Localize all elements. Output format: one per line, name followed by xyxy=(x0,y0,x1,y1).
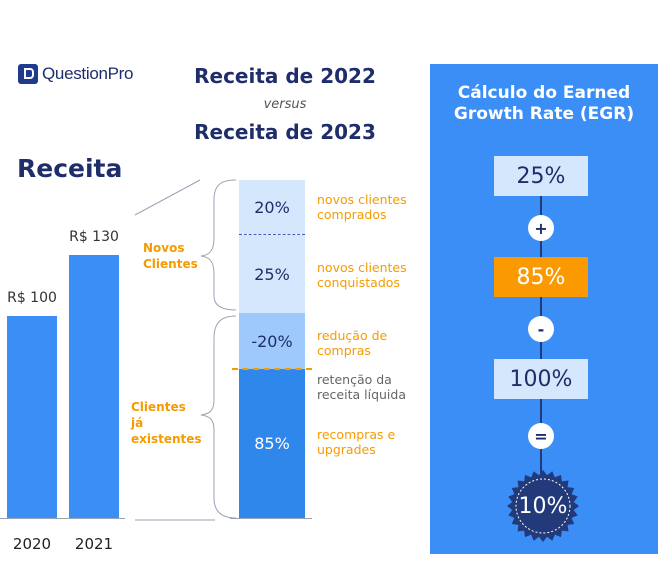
equals-operator: = xyxy=(528,423,554,449)
segment-reducao-compras: -20% xyxy=(239,313,305,369)
minus-operator: - xyxy=(528,316,554,342)
egr-value-baseline: 100% xyxy=(494,359,588,399)
bar-value-label: R$ 130 xyxy=(69,229,119,246)
segment-label: 85% xyxy=(254,434,290,453)
connector-lines xyxy=(134,179,215,521)
plus-operator: + xyxy=(528,215,554,241)
annotation-novos-conquistados: novos clientes conquistados xyxy=(317,260,407,290)
egr-result-label: 10% xyxy=(518,493,568,519)
section-title: Receita xyxy=(17,154,123,183)
egr-value-label: 85% xyxy=(516,264,566,290)
retention-marker-line xyxy=(232,368,312,370)
group-braces xyxy=(200,179,237,519)
egr-value-new-customers: 25% xyxy=(494,156,588,196)
egr-panel-title: Cálculo do Earned Growth Rate (EGR) xyxy=(453,83,635,124)
group-label-novos-clientes: Novos Clientes xyxy=(143,241,198,271)
egr-value-label: 100% xyxy=(509,366,573,392)
title-2023: Receita de 2023 xyxy=(194,120,376,144)
versus-label: versus xyxy=(263,97,307,112)
segment-novos-conquistados: 25% xyxy=(239,235,305,313)
x-tick-label: 2021 xyxy=(74,535,114,553)
operator-label: + xyxy=(534,218,548,238)
stacked-bar-baseline xyxy=(230,518,312,519)
operator-label: = xyxy=(534,426,548,446)
egr-value-repurchase: 85% xyxy=(494,257,588,297)
annotation-recompras: recompras e upgrades xyxy=(317,427,396,457)
logo-text: QuestionPro xyxy=(42,64,134,83)
segment-label: 25% xyxy=(254,264,290,284)
segment-divider xyxy=(239,234,305,235)
bar-chart-baseline xyxy=(0,518,125,519)
annotation-reducao-compras: redução de compras xyxy=(317,328,388,358)
egr-result: 10% xyxy=(505,468,581,544)
group-label-clientes-existentes: Clientes já existentes xyxy=(131,400,202,446)
result-seal-badge xyxy=(507,470,579,542)
stacked-bar: 20% 25% -20% 85% xyxy=(239,180,305,518)
x-tick-label: 2020 xyxy=(12,535,52,553)
bar-2021 xyxy=(69,255,119,518)
bar-value-label: R$ 100 xyxy=(7,290,57,306)
bar-2020 xyxy=(7,316,57,518)
operator-label: - xyxy=(537,319,545,339)
annotation-novos-comprados: novos clientes comprados xyxy=(317,192,407,222)
egr-value-label: 25% xyxy=(516,163,566,189)
segment-label: 20% xyxy=(254,197,290,217)
segment-label: -20% xyxy=(251,331,293,351)
questionpro-logo: QuestionPro xyxy=(18,63,134,85)
segment-novos-comprados: 20% xyxy=(239,180,305,234)
title-2022: Receita de 2022 xyxy=(194,64,376,88)
segment-recompras-upgrades: 85% xyxy=(239,369,305,518)
annotation-retencao: retenção da receita líquida xyxy=(317,372,406,402)
questionpro-logo-icon xyxy=(18,64,38,84)
